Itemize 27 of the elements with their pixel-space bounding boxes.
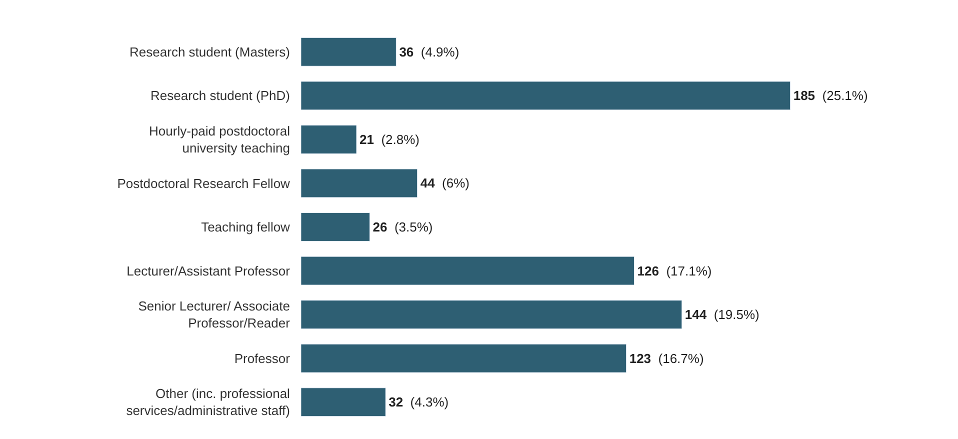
data-label: 21 (2.8%) xyxy=(360,132,420,147)
bar xyxy=(300,256,635,286)
data-label: 32 (4.3%) xyxy=(388,394,449,410)
y-tick-label: Hourly-paid postdoctoral university teaching xyxy=(149,124,290,156)
bar xyxy=(300,344,627,373)
bar xyxy=(300,81,791,110)
y-tick-label: Research student (PhD) xyxy=(150,88,290,104)
bar xyxy=(300,388,386,417)
bar xyxy=(300,212,370,242)
data-label: 44 (6%) xyxy=(420,176,470,191)
bar xyxy=(300,124,357,154)
bar xyxy=(300,168,418,198)
y-tick-label: Other (inc. professional services/administrative staff) xyxy=(126,386,290,418)
data-label: 36 (4.9%) xyxy=(399,44,460,60)
data-label: 144 (19.5%) xyxy=(684,307,760,322)
bar xyxy=(300,300,682,330)
data-label: 123 (16.7%) xyxy=(629,350,704,366)
y-tick-label: Teaching fellow xyxy=(201,220,291,235)
data-label: 126 (17.1%) xyxy=(637,263,712,278)
data-label: 26 (3.5%) xyxy=(372,220,433,234)
y-tick-label: Professor xyxy=(234,350,291,366)
y-tick-label: Lecturer/Assistant Professor xyxy=(126,263,291,278)
y-tick-label: Research student (Masters) xyxy=(130,44,290,60)
bar xyxy=(300,37,396,66)
y-tick-label: Senior Lecturer/ Associate Professor/Reader xyxy=(138,298,291,331)
data-label: 185 (25.1%) xyxy=(793,88,868,104)
y-tick-label: Postdoctoral Research Fellow xyxy=(117,176,291,191)
